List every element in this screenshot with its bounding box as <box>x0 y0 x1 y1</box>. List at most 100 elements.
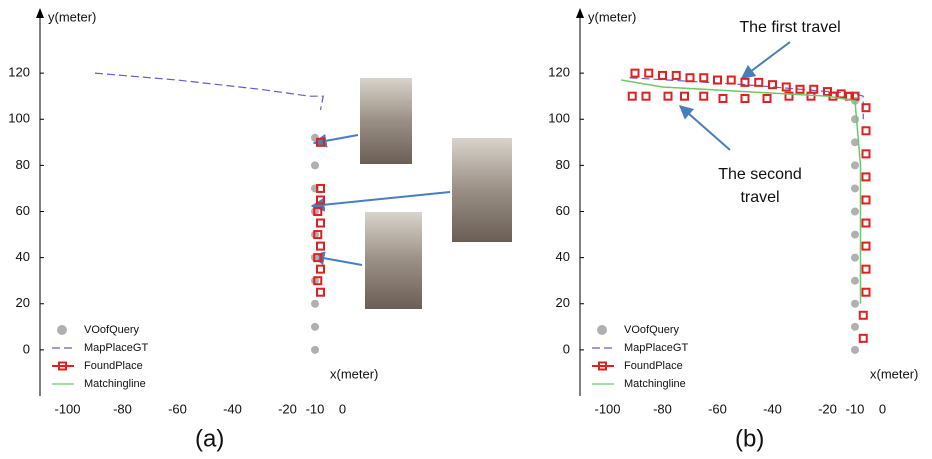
found-place <box>861 218 871 228</box>
found-place <box>861 149 871 159</box>
y-tick-label: 80 <box>556 157 570 172</box>
vo-point <box>851 322 859 331</box>
vo-point <box>851 253 859 262</box>
x-tick-label: -100 <box>54 401 80 416</box>
vo-point <box>851 230 859 239</box>
found-place <box>740 77 750 87</box>
y-tick-label: 0 <box>563 341 570 356</box>
x-tick-label: -80 <box>113 401 132 416</box>
found-place <box>861 287 871 297</box>
chart: y(meter) x(meter) (a) 0 20 40 60 80 100 120 -100 -8… <box>8 8 378 452</box>
y-tick-label: 20 <box>16 295 30 310</box>
x-tick-label: -100 <box>594 401 620 416</box>
found-place <box>861 172 871 182</box>
vo-point <box>311 161 319 170</box>
axis-arrow <box>36 8 44 18</box>
photo <box>360 78 412 164</box>
y-tick-label: 120 <box>8 65 30 80</box>
x-tick-label: 0 <box>339 401 346 416</box>
x-axis-label: x(meter) <box>330 366 378 381</box>
panel-label: (a) <box>195 425 224 452</box>
found-place <box>718 93 728 103</box>
found-place <box>316 218 325 228</box>
panel-label: (b) <box>735 425 764 452</box>
found-place <box>313 207 323 216</box>
found-place <box>784 91 794 101</box>
map-place-line <box>94 72 324 111</box>
found-place <box>823 87 832 97</box>
found-place <box>699 91 709 101</box>
x-tick-label: -60 <box>708 401 727 416</box>
annotation-line: travel <box>740 189 779 206</box>
found-place <box>316 195 325 205</box>
y-tick-label: 20 <box>556 295 570 310</box>
legend-label: MapPlaceGT <box>624 342 688 354</box>
found-place <box>861 126 871 136</box>
annotation: The second travel <box>718 166 802 206</box>
found-place <box>313 253 323 263</box>
found-place <box>858 333 868 343</box>
y-tick-label: 0 <box>23 341 30 356</box>
vo-point <box>851 184 859 193</box>
y-tick-label: 40 <box>556 249 570 264</box>
found-place <box>663 91 673 101</box>
vo-point <box>851 345 859 354</box>
y-tick-label: 60 <box>16 203 30 218</box>
photo <box>452 138 512 242</box>
y-tick-label: 120 <box>548 65 570 80</box>
vo-point <box>851 161 859 170</box>
legend-marker <box>58 361 67 371</box>
legend-marker <box>598 361 607 371</box>
photo <box>365 212 422 309</box>
found-place <box>850 91 860 101</box>
x-axis-label: x(meter) <box>870 366 918 381</box>
x-tick-label: -80 <box>653 401 672 416</box>
vo-point <box>851 138 859 147</box>
found-place <box>644 68 654 78</box>
legend-marker <box>597 325 607 335</box>
x-tick-label: -40 <box>763 401 782 416</box>
found-place <box>768 80 777 90</box>
y-tick-label: 100 <box>8 111 30 126</box>
y-tick-label: 100 <box>548 111 570 126</box>
x-tick-label: -40 <box>223 401 242 416</box>
y-tick-label: 60 <box>556 203 570 218</box>
found-place <box>685 73 695 83</box>
found-place <box>671 70 681 80</box>
found-place <box>726 75 736 85</box>
found-place <box>861 195 871 205</box>
arrow <box>310 191 451 212</box>
vo-point <box>311 322 319 331</box>
x-tick-label: -60 <box>168 401 187 416</box>
annotation-line: The second <box>718 166 802 183</box>
legend-label: FoundPlace <box>84 360 143 372</box>
chart: y(meter) x(meter) (b) 0 20 40 60 80 100 120 -100 -8… <box>548 8 918 452</box>
y-tick-label: 40 <box>16 249 30 264</box>
found-place <box>316 241 325 251</box>
arrow <box>312 133 359 148</box>
y-axis-label: y(meter) <box>48 9 96 24</box>
x-tick-label: -20 <box>818 401 837 416</box>
vo-point <box>851 207 859 216</box>
arrow <box>740 41 791 79</box>
y-tick-label: 80 <box>16 157 30 172</box>
found-place <box>740 93 750 103</box>
legend-label: VOofQuery <box>84 324 140 336</box>
y-axis-label: y(meter) <box>588 9 636 24</box>
found-place <box>316 264 325 274</box>
vo-point <box>311 345 319 354</box>
legend-label: VOofQuery <box>624 324 680 336</box>
found-place <box>858 310 868 320</box>
vo-point <box>851 299 859 308</box>
x-tick-label: 0 <box>879 401 886 416</box>
found-place <box>836 89 846 99</box>
vo-point <box>851 276 859 285</box>
x-tick-label: -20 <box>278 401 297 416</box>
found-place <box>861 241 871 251</box>
found-place <box>754 77 764 87</box>
found-place <box>861 103 871 113</box>
vo-point <box>311 299 319 308</box>
annotation-line: The first travel <box>739 19 840 36</box>
matching-line <box>621 79 862 304</box>
